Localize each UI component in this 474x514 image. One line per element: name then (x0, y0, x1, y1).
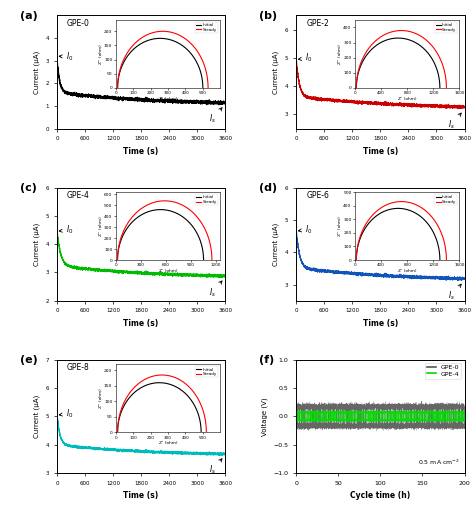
Text: (b): (b) (259, 11, 277, 21)
X-axis label: Time (s): Time (s) (124, 491, 159, 500)
Y-axis label: Current (μA): Current (μA) (273, 50, 279, 94)
X-axis label: Time (s): Time (s) (363, 147, 398, 156)
Text: $I_s$: $I_s$ (448, 284, 461, 302)
Text: GPE-4: GPE-4 (67, 191, 90, 200)
Text: (c): (c) (20, 183, 36, 193)
Text: $I_0$: $I_0$ (59, 224, 73, 236)
Text: $I_s$: $I_s$ (209, 458, 222, 476)
Text: GPE-2: GPE-2 (306, 19, 329, 28)
Text: $I_0$: $I_0$ (299, 223, 313, 235)
Text: 0.5 mA cm$^{-2}$: 0.5 mA cm$^{-2}$ (418, 458, 459, 467)
Y-axis label: Current (μA): Current (μA) (34, 395, 40, 438)
Text: GPE-6: GPE-6 (306, 191, 329, 200)
Text: $I_s$: $I_s$ (209, 281, 222, 299)
Text: $I_s$: $I_s$ (209, 108, 222, 125)
X-axis label: Time (s): Time (s) (363, 319, 398, 328)
Y-axis label: Current (μA): Current (μA) (34, 223, 40, 266)
Y-axis label: Voltage (V): Voltage (V) (261, 397, 268, 435)
X-axis label: Time (s): Time (s) (124, 319, 159, 328)
Text: $I_0$: $I_0$ (299, 52, 313, 64)
Y-axis label: Current (μA): Current (μA) (273, 223, 279, 266)
X-axis label: Cycle time (h): Cycle time (h) (350, 491, 410, 500)
Text: $I_s$: $I_s$ (448, 113, 461, 131)
Text: (a): (a) (20, 11, 37, 21)
Text: GPE-8: GPE-8 (67, 363, 90, 372)
Legend: GPE-0, GPE-4: GPE-0, GPE-4 (425, 363, 461, 378)
Text: (e): (e) (20, 355, 37, 365)
Text: $I_0$: $I_0$ (59, 407, 73, 420)
Text: (d): (d) (259, 183, 277, 193)
Text: (f): (f) (259, 355, 274, 365)
X-axis label: Time (s): Time (s) (124, 147, 159, 156)
Y-axis label: Current (μA): Current (μA) (34, 50, 40, 94)
Text: $I_0$: $I_0$ (59, 50, 73, 63)
Text: GPE-0: GPE-0 (67, 19, 90, 28)
